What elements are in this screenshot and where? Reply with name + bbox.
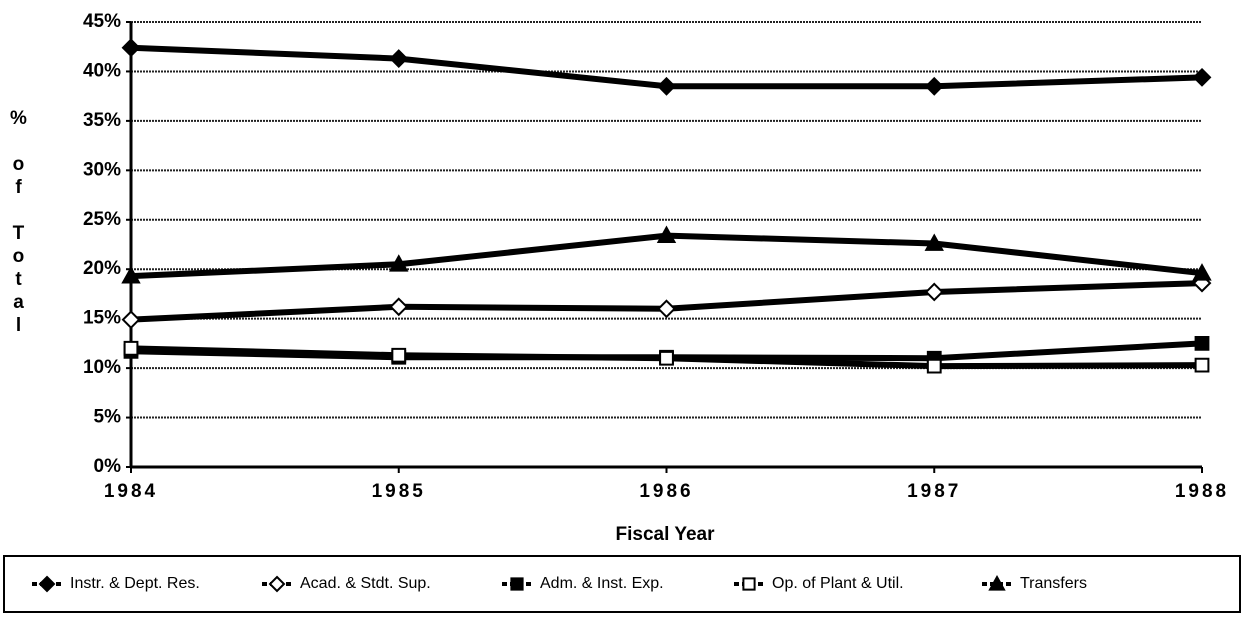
legend-label: Instr. & Dept. Res. xyxy=(70,575,200,592)
marker xyxy=(924,282,944,302)
marker xyxy=(926,358,942,374)
x-tick-label: 1987 xyxy=(907,481,961,502)
x-tick-label: 1988 xyxy=(1175,481,1229,502)
marker xyxy=(1192,263,1212,281)
marker xyxy=(389,297,409,317)
marker xyxy=(1194,357,1210,373)
marker xyxy=(268,575,286,593)
marker xyxy=(659,350,674,366)
marker xyxy=(121,38,141,58)
x-tick-label: 1985 xyxy=(372,481,426,502)
y-tick-label: 5% xyxy=(94,407,122,428)
legend-label: Op. of Plant & Util. xyxy=(772,575,904,592)
legend-label: Transfers xyxy=(1020,575,1087,592)
legend-box xyxy=(3,555,1241,613)
legend-label: Adm. & Inst. Exp. xyxy=(540,575,664,592)
marker xyxy=(924,233,944,251)
y-tick-label: 30% xyxy=(83,159,121,180)
marker xyxy=(1192,67,1212,87)
y-tick-label: 20% xyxy=(83,258,121,279)
y-tick-label: 0% xyxy=(94,456,122,477)
legend-label: Acad. & Stdt. Sup. xyxy=(300,575,431,592)
marker xyxy=(657,76,676,96)
x-axis-label: Fiscal Year xyxy=(616,524,716,545)
y-tick-label: 35% xyxy=(83,110,121,131)
marker xyxy=(657,299,676,319)
y-axis-label: % of Total xyxy=(8,108,29,338)
marker xyxy=(924,76,944,96)
x-tick-label: 1986 xyxy=(639,481,693,502)
marker xyxy=(656,225,677,243)
marker xyxy=(510,577,524,591)
x-tick-label: 1984 xyxy=(104,481,158,502)
y-tick-label: 10% xyxy=(83,357,121,378)
marker xyxy=(742,577,756,591)
marker xyxy=(121,310,141,330)
marker xyxy=(389,49,409,69)
marker xyxy=(121,266,141,284)
marker xyxy=(123,340,139,356)
marker xyxy=(391,347,407,363)
y-tick-label: 45% xyxy=(83,11,121,32)
marker xyxy=(1194,335,1210,351)
y-tick-label: 40% xyxy=(83,60,121,81)
marker xyxy=(389,254,409,272)
marker xyxy=(988,574,1006,591)
y-tick-label: 15% xyxy=(83,308,121,329)
marker xyxy=(38,575,56,593)
y-tick-label: 25% xyxy=(83,209,121,230)
